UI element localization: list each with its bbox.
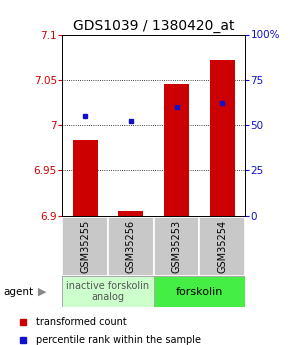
Bar [62,217,108,276]
Text: ▶: ▶ [38,287,46,296]
Bar [118,211,144,216]
Text: transformed count: transformed count [36,317,127,327]
Text: inactive forskolin
analog: inactive forskolin analog [66,281,150,302]
Text: GSM35254: GSM35254 [217,220,227,273]
Bar [154,217,200,276]
Title: GDS1039 / 1380420_at: GDS1039 / 1380420_at [73,19,234,33]
Bar [164,84,189,216]
Text: GSM35255: GSM35255 [80,220,90,273]
Bar [72,140,98,216]
Bar [108,217,154,276]
Bar [62,276,154,307]
Text: GSM35253: GSM35253 [172,220,182,273]
Text: agent: agent [3,287,33,296]
Bar [210,60,235,216]
Text: percentile rank within the sample: percentile rank within the sample [36,335,201,345]
Bar [200,217,245,276]
Text: GSM35256: GSM35256 [126,220,136,273]
Text: forskolin: forskolin [176,287,223,296]
Bar [154,276,245,307]
